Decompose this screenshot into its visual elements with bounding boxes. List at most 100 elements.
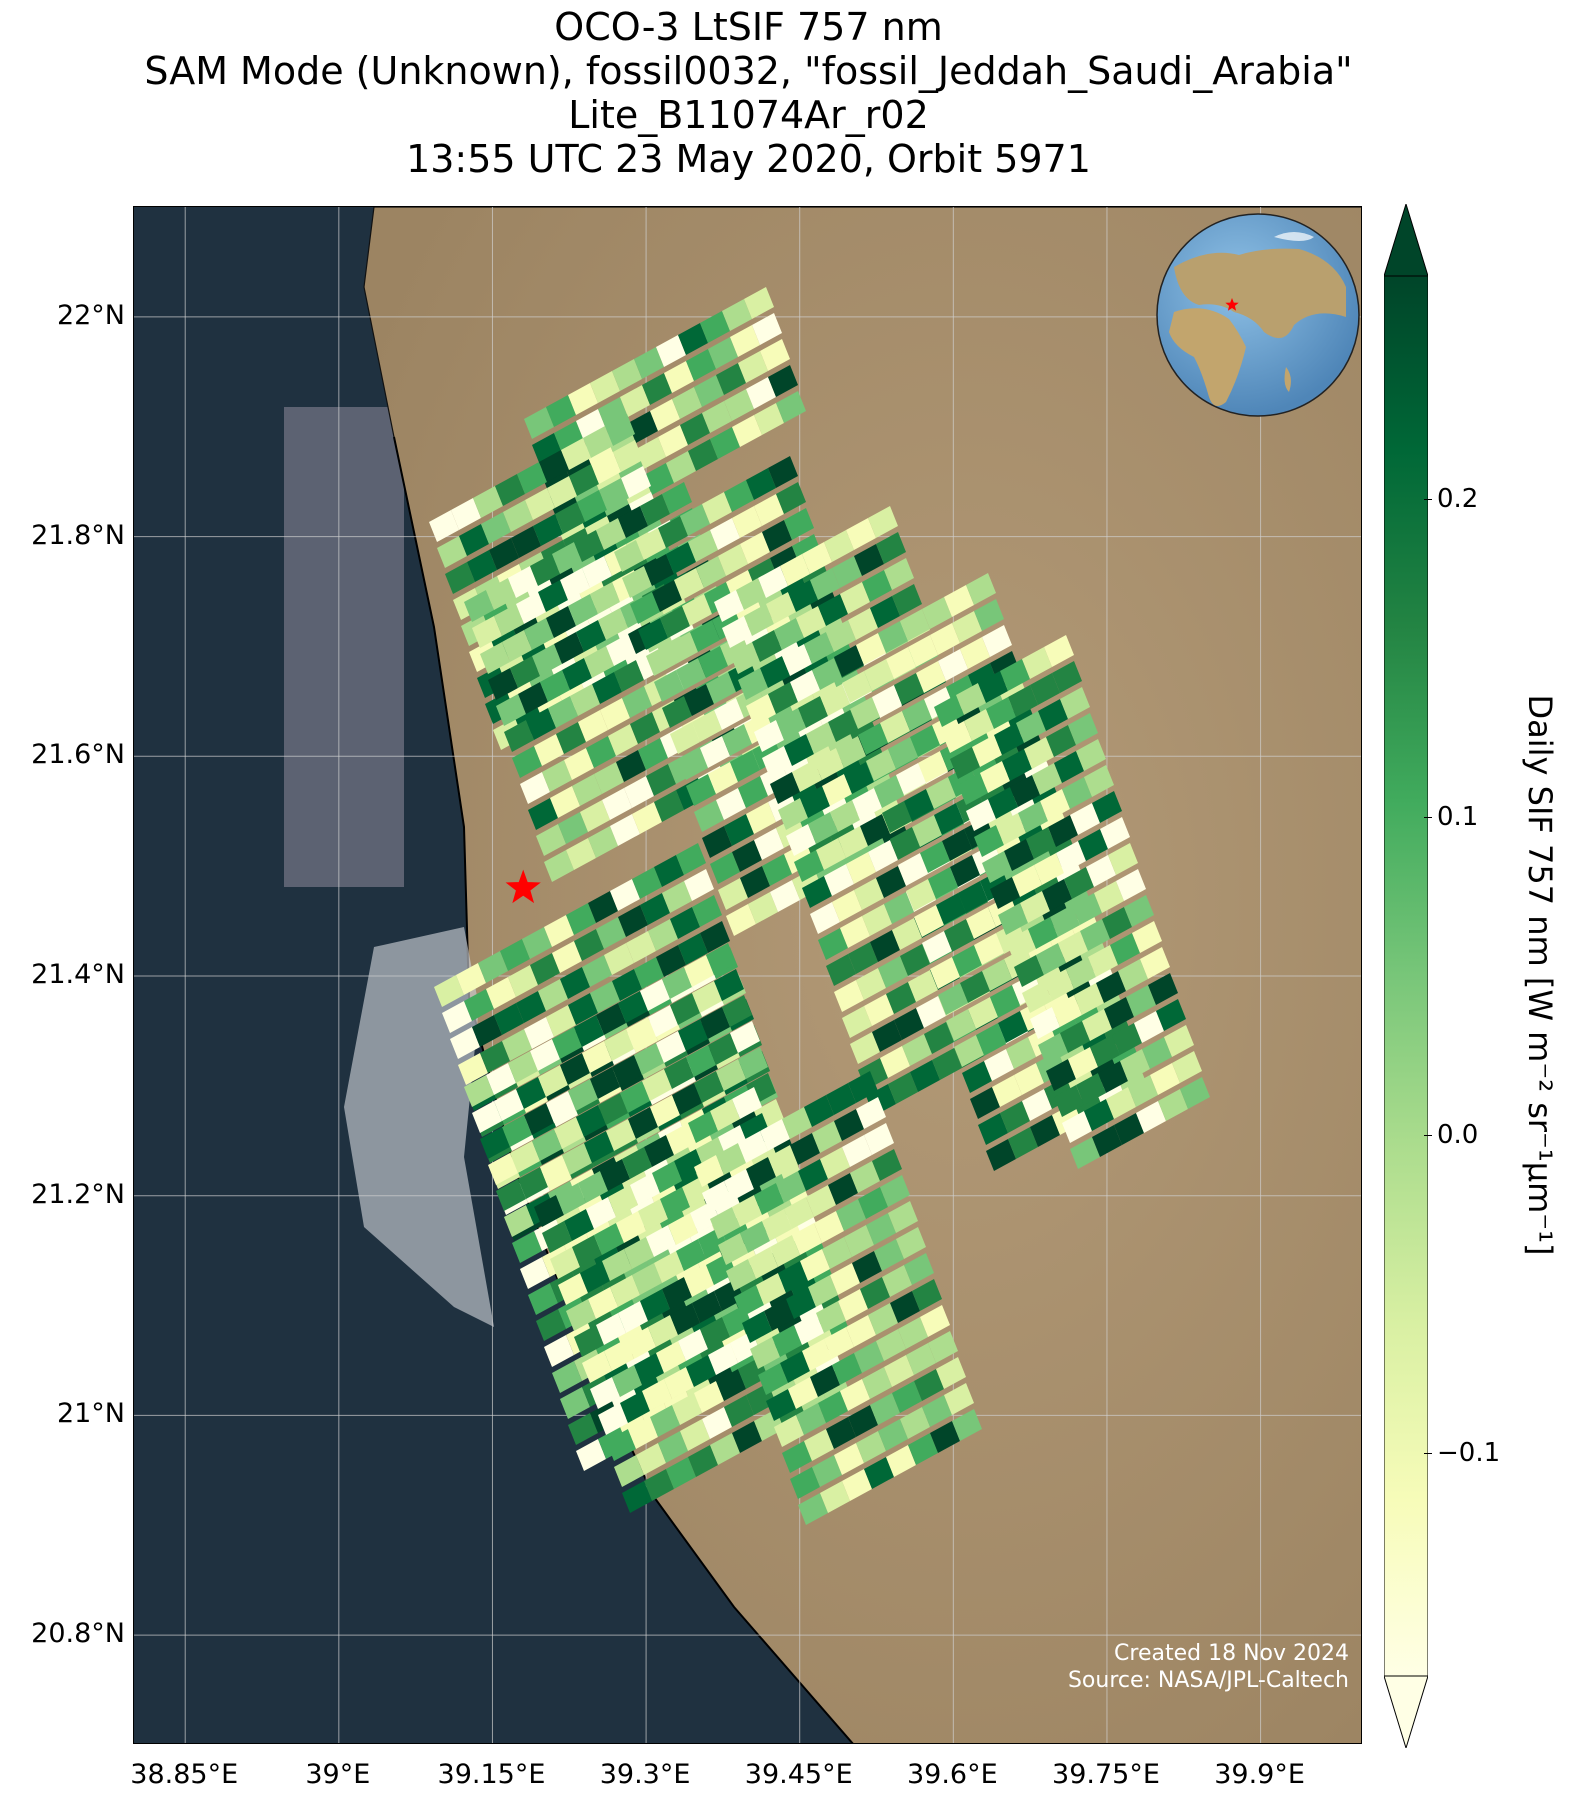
sif-sounding-cell — [652, 580, 682, 612]
sif-sounding-cell — [596, 917, 626, 949]
sif-sounding-cell — [902, 699, 932, 731]
sif-sounding-cell — [572, 1235, 602, 1267]
sif-sounding-cell — [578, 1171, 608, 1203]
sif-sounding-cell — [1008, 1127, 1038, 1159]
sif-sounding-cell — [800, 1249, 830, 1281]
sif-sounding-cell — [892, 918, 922, 950]
sif-sounding-cell — [618, 1301, 648, 1333]
title-line-2: SAM Mode (Unknown), fossil0032, "fossil_… — [144, 49, 1353, 93]
sif-sounding-cell — [714, 698, 744, 730]
sif-sounding-cell — [840, 1379, 870, 1411]
sif-sounding-cell — [568, 1079, 598, 1111]
sif-sounding-cell — [724, 1395, 754, 1427]
sif-sounding-cell — [780, 554, 810, 586]
sif-sounding-cell — [612, 1055, 642, 1087]
sif-sounding-cell — [784, 734, 814, 766]
sif-sounding-cell — [1128, 1075, 1158, 1107]
sif-sounding-cell — [1022, 981, 1052, 1013]
credits: Created 18 Nov 2024 Source: NASA/JPL-Cal… — [1068, 1640, 1349, 1694]
sif-sounding-cell — [1070, 1137, 1100, 1169]
sif-sounding-cell — [516, 991, 546, 1023]
sif-sounding-cell — [750, 1337, 780, 1369]
sif-sounding-cell — [606, 1429, 636, 1461]
sif-sounding-cell — [621, 466, 651, 498]
sif-sounding-cell — [692, 895, 722, 927]
sif-sounding-cell — [686, 349, 716, 381]
sif-sounding-cell — [508, 1051, 538, 1083]
lon-tick-label: 39.75°E — [1052, 1759, 1160, 1790]
sif-sounding-cell — [1022, 1089, 1052, 1121]
sif-sounding-cell — [538, 979, 568, 1011]
sif-sounding-cell — [646, 1225, 676, 1257]
sif-sounding-cell — [722, 724, 752, 756]
sif-sounding-cell — [580, 1261, 610, 1293]
sif-sounding-cell — [834, 1109, 864, 1141]
sif-sounding-cell — [810, 568, 840, 600]
sif-sounding-cell — [480, 1127, 510, 1159]
sif-sounding-cell — [818, 1391, 848, 1423]
sif-sounding-cell — [856, 1097, 886, 1129]
sif-sounding-cell — [536, 1309, 566, 1341]
sif-sounding-cell — [525, 488, 555, 520]
sif-sounding-cell — [1010, 775, 1040, 807]
sif-sounding-cell — [1094, 881, 1124, 913]
sif-sounding-cell — [544, 915, 574, 947]
sif-sounding-cell — [672, 1083, 702, 1115]
sif-sounding-cell — [1164, 1025, 1194, 1057]
sif-sounding-cell — [1004, 839, 1034, 871]
sif-sounding-cell — [558, 1273, 588, 1305]
sif-sounding-cell — [1062, 777, 1092, 809]
sif-sounding-cell — [988, 787, 1018, 819]
sif-sounding-cell — [556, 1183, 586, 1215]
sif-sounding-cell — [554, 632, 584, 664]
sif-sounding-cell — [562, 1143, 592, 1175]
sif-sounding-cell — [1112, 1023, 1142, 1055]
sif-sounding-cell — [764, 1299, 794, 1331]
sif-sounding-cell — [862, 904, 892, 936]
sif-sounding-cell — [1008, 685, 1038, 717]
sif-sounding-cell — [654, 855, 684, 887]
lat-tick-label: 21.2°N — [31, 1178, 125, 1210]
sif-sounding-cell — [768, 682, 798, 714]
sif-sounding-cell — [686, 774, 716, 806]
sif-sounding-cell — [890, 1291, 920, 1323]
sif-sounding-cell — [646, 764, 676, 796]
map-panel[interactable] — [133, 206, 1362, 1744]
sif-sounding-cell — [622, 686, 652, 718]
sif-sounding-cell — [1076, 739, 1106, 771]
sif-sounding-cell — [604, 943, 634, 975]
sif-sounding-cell — [564, 1209, 594, 1241]
sif-sounding-cell — [626, 1327, 656, 1359]
sif-sounding-cell — [708, 1343, 738, 1375]
sif-sounding-cell — [890, 827, 920, 859]
sif-sounding-cell — [782, 1107, 812, 1139]
sif-sounding-cell — [638, 1199, 668, 1231]
sif-sounding-cell — [864, 659, 894, 691]
sif-sounding-cell — [672, 387, 702, 419]
sif-sounding-cell — [1158, 1089, 1188, 1121]
sif-sounding-cell — [664, 1367, 694, 1399]
sif-sounding-cell — [624, 776, 654, 808]
sif-sounding-cell — [614, 1455, 644, 1487]
sif-sounding-cell — [918, 751, 948, 783]
sif-sounding-cell — [684, 955, 714, 987]
sif-sounding-cell — [1014, 1063, 1044, 1095]
sif-sounding-cell — [790, 670, 820, 702]
sif-sounding-cell — [1172, 1051, 1202, 1083]
sif-sounding-cell — [784, 1197, 814, 1229]
sif-sounding-cell — [480, 1041, 510, 1073]
sif-sounding-cell — [716, 1059, 746, 1091]
sif-sounding-cell — [552, 1361, 582, 1393]
sif-sounding-cell — [616, 750, 646, 782]
sif-sounding-cell — [820, 684, 850, 716]
sif-sounding-cell — [798, 1493, 828, 1525]
sif-sounding-cell — [834, 1443, 864, 1475]
sif-sounding-cell — [539, 450, 569, 482]
sif-sounding-cell — [972, 735, 1002, 767]
sif-sounding-cell — [692, 1291, 722, 1323]
sif-sounding-cell — [730, 642, 760, 674]
sif-sounding-cell — [650, 1405, 680, 1437]
sif-sounding-cell — [650, 399, 680, 431]
sif-sounding-cell — [516, 592, 546, 624]
sif-sounding-cell — [742, 1311, 772, 1343]
